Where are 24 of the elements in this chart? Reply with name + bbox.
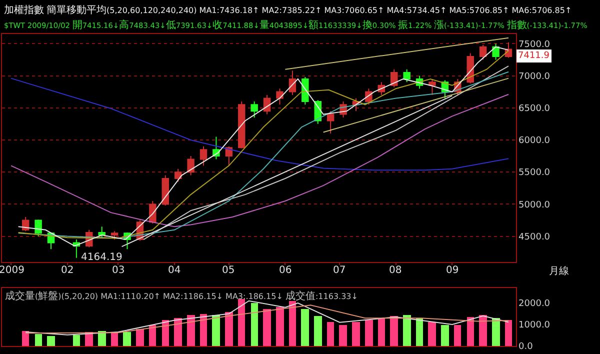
y-tick-label: 7000.0 [518, 72, 550, 82]
x-tick-label: 03 [112, 265, 125, 276]
chart-title: 加權指數 簡單移動平均(5,20,60,120,240,240) MA1:7436.18↑ MA2:7385.22↑ MA3:7060.65↑ MA4:5734.45↑ MA5:5706.85↑ MA6:5706.85↑ [4, 4, 572, 16]
annotation: 7411.9 [518, 51, 550, 61]
y-tick-label: 0.0 [518, 342, 534, 352]
x-tick-label: 05 [222, 265, 235, 276]
x-tick-label: 08 [389, 265, 402, 276]
y-tick-label: 2000.0 [518, 299, 550, 310]
y-tick-label: 4500.0 [518, 232, 550, 242]
y-tick-label: 1000.0 [518, 320, 550, 331]
x-tick-label: 09 [446, 265, 459, 276]
y-tick-label: 6000.0 [518, 136, 550, 146]
chart-title: 成交量(鮮盤)(5,20,20) MA1:1110.20↑ MA2:1186.15↓ MA3:.186.15↓ 成交值:1163.33↓ [5, 290, 358, 302]
y-tick-label: 5000.0 [518, 200, 550, 210]
x-tick-label: 02 [61, 265, 74, 276]
y-tick-label: 7500.0 [518, 40, 550, 50]
x-tick-label: 2009 [0, 265, 24, 276]
x-tick-label: 06 [279, 265, 292, 276]
x-tick-label: 04 [168, 265, 181, 276]
x-tick-label: 07 [333, 265, 346, 276]
annotation: 4164.19 [81, 252, 122, 263]
y-tick-label: 5500.0 [518, 168, 550, 178]
y-tick-label: 6500.0 [518, 104, 550, 114]
text: 月線 [549, 266, 569, 277]
